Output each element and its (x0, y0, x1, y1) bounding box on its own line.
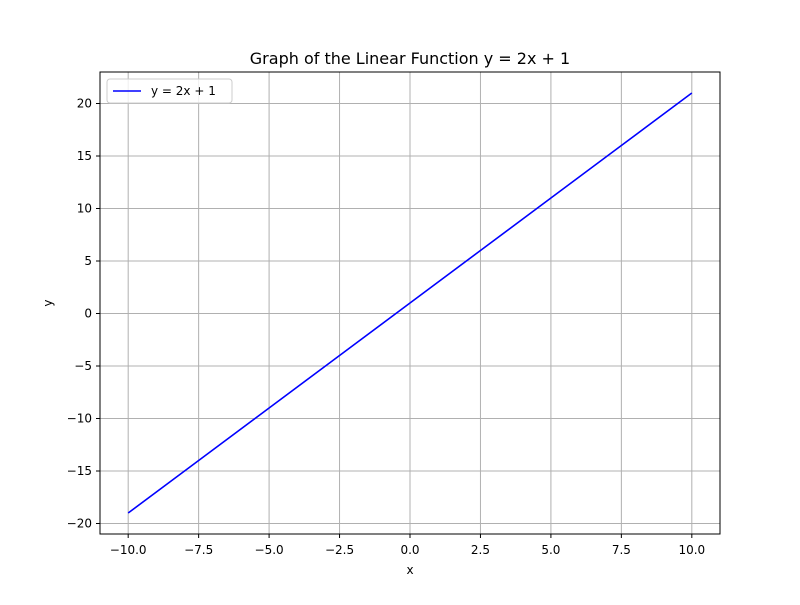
y-tick-label: −15 (67, 464, 92, 478)
x-tick-label: 0.0 (400, 543, 419, 557)
y-tick-label: 15 (77, 149, 92, 163)
x-tick-label: 2.5 (471, 543, 490, 557)
chart-title: Graph of the Linear Function y = 2x + 1 (250, 49, 570, 68)
x-tick-label: −2.5 (325, 543, 354, 557)
x-tick-label: 10.0 (678, 543, 705, 557)
y-tick-label: 5 (84, 254, 92, 268)
y-axis-label: y (41, 299, 55, 306)
legend-box (106, 78, 233, 104)
y-tick-label: 0 (84, 307, 92, 321)
y-tick-label: −20 (67, 517, 92, 531)
x-axis: −10.0 −7.5 −5.0 −2.5 0.0 2.5 5.0 7.5 10.0 (110, 534, 705, 557)
y-tick-label: −5 (74, 359, 92, 373)
x-tick-label: −10.0 (110, 543, 147, 557)
legend-label: y = 2x + 1 (151, 84, 216, 98)
legend: y = 2x + 1 (106, 78, 233, 104)
series-layer (127, 92, 693, 514)
x-tick-label: 7.5 (612, 543, 631, 557)
y-axis: −20 −15 −10 −5 0 5 10 15 20 (67, 97, 100, 531)
grid (100, 72, 720, 534)
series-line (127, 92, 693, 514)
x-tick-label: −7.5 (184, 543, 213, 557)
x-axis-label: x (406, 563, 413, 577)
y-tick-label: 10 (77, 202, 92, 216)
x-tick-label: −5.0 (255, 543, 284, 557)
y-tick-label: −10 (67, 412, 92, 426)
y-tick-label: 20 (77, 97, 92, 111)
x-tick-label: 5.0 (541, 543, 560, 557)
